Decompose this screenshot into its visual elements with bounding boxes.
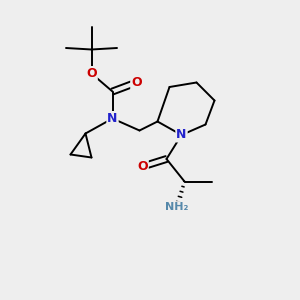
Text: N: N	[107, 112, 118, 125]
Text: O: O	[137, 160, 148, 173]
Text: NH₂: NH₂	[165, 202, 189, 212]
Text: N: N	[176, 128, 187, 142]
Text: O: O	[131, 76, 142, 89]
Text: O: O	[86, 67, 97, 80]
